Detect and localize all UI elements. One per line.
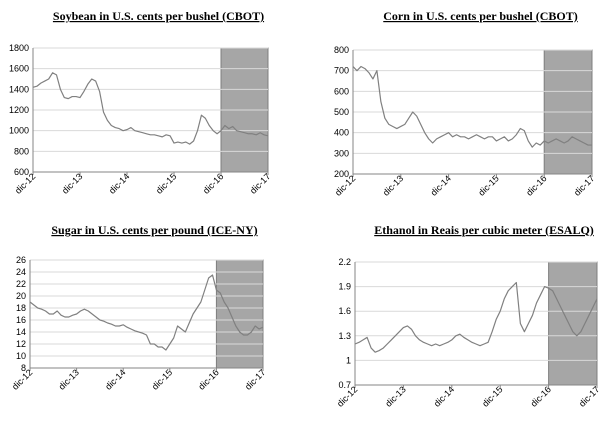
x-tick-label: dic-15 bbox=[476, 173, 500, 197]
y-tick-label: 800 bbox=[14, 146, 29, 156]
x-tick-label: dic-16 bbox=[524, 173, 548, 197]
y-tick-label: 22 bbox=[16, 279, 26, 289]
price-line bbox=[32, 72, 269, 145]
x-tick-label: dic-15 bbox=[154, 171, 178, 195]
x-tick-label: dic-15 bbox=[150, 367, 174, 391]
x-tick-label: dic-16 bbox=[529, 384, 553, 408]
y-tick-label: 1.3 bbox=[338, 331, 351, 341]
y-tick-label: 2.2 bbox=[338, 257, 351, 267]
y-tick-label: 1800 bbox=[9, 43, 29, 53]
x-tick-label: dic-13 bbox=[60, 171, 84, 195]
y-tick-label: 18 bbox=[16, 303, 26, 313]
y-tick-label: 1400 bbox=[9, 84, 29, 94]
x-tick-label: dic-14 bbox=[429, 173, 453, 197]
x-tick-label: dic-14 bbox=[107, 171, 131, 195]
price-line bbox=[352, 65, 592, 148]
y-tick-label: 1.6 bbox=[338, 306, 351, 316]
x-tick-label: dic-17 bbox=[243, 367, 267, 391]
x-tick-label: dic-13 bbox=[383, 384, 407, 408]
x-tick-label: dic-16 bbox=[196, 367, 220, 391]
y-tick-label: 1600 bbox=[9, 64, 29, 74]
forecast-region bbox=[548, 261, 598, 386]
chart-title: Sugar in U.S. cents per pound (ICE-NY) bbox=[51, 223, 257, 237]
x-tick-label: dic-15 bbox=[480, 384, 504, 408]
y-tick-label: 700 bbox=[334, 66, 349, 76]
y-tick-label: 1.9 bbox=[338, 282, 351, 292]
y-tick-label: 300 bbox=[334, 148, 349, 158]
x-tick-label: dic-17 bbox=[248, 171, 272, 195]
y-tick-label: 500 bbox=[334, 107, 349, 117]
y-tick-label: 16 bbox=[16, 315, 26, 325]
x-tick-label: dic-13 bbox=[57, 367, 81, 391]
x-tick-label: dic-13 bbox=[381, 173, 405, 197]
y-tick-label: 10 bbox=[16, 351, 26, 361]
x-tick-label: dic-14 bbox=[432, 384, 456, 408]
price-line bbox=[354, 281, 598, 353]
y-tick-label: 26 bbox=[16, 255, 26, 265]
y-tick-label: 400 bbox=[334, 128, 349, 138]
y-tick-label: 600 bbox=[334, 86, 349, 96]
x-tick-label: dic-16 bbox=[201, 171, 225, 195]
y-tick-label: 200 bbox=[334, 169, 349, 179]
forecast-region bbox=[215, 259, 264, 369]
x-tick-label: dic-17 bbox=[577, 384, 601, 408]
chart-title: Ethanol in Reais per cubic meter (ESALQ) bbox=[374, 223, 594, 237]
chart-title: Soybean in U.S. cents per bushel (CBOT) bbox=[53, 9, 264, 23]
chart-title: Corn in U.S. cents per bushel (CBOT) bbox=[383, 9, 577, 23]
y-tick-label: 1 bbox=[346, 355, 351, 365]
y-tick-label: 12 bbox=[16, 339, 26, 349]
y-tick-label: 0.7 bbox=[338, 380, 351, 390]
y-tick-label: 800 bbox=[334, 45, 349, 55]
x-tick-label: dic-14 bbox=[103, 367, 127, 391]
x-tick-label: dic-17 bbox=[572, 173, 596, 197]
y-tick-label: 1000 bbox=[9, 126, 29, 136]
y-tick-label: 24 bbox=[16, 267, 26, 277]
y-tick-label: 8 bbox=[21, 363, 26, 373]
y-tick-label: 14 bbox=[16, 327, 26, 337]
y-tick-label: 600 bbox=[14, 167, 29, 177]
y-tick-label: 20 bbox=[16, 291, 26, 301]
price-line bbox=[29, 274, 264, 351]
y-tick-label: 1200 bbox=[9, 105, 29, 115]
